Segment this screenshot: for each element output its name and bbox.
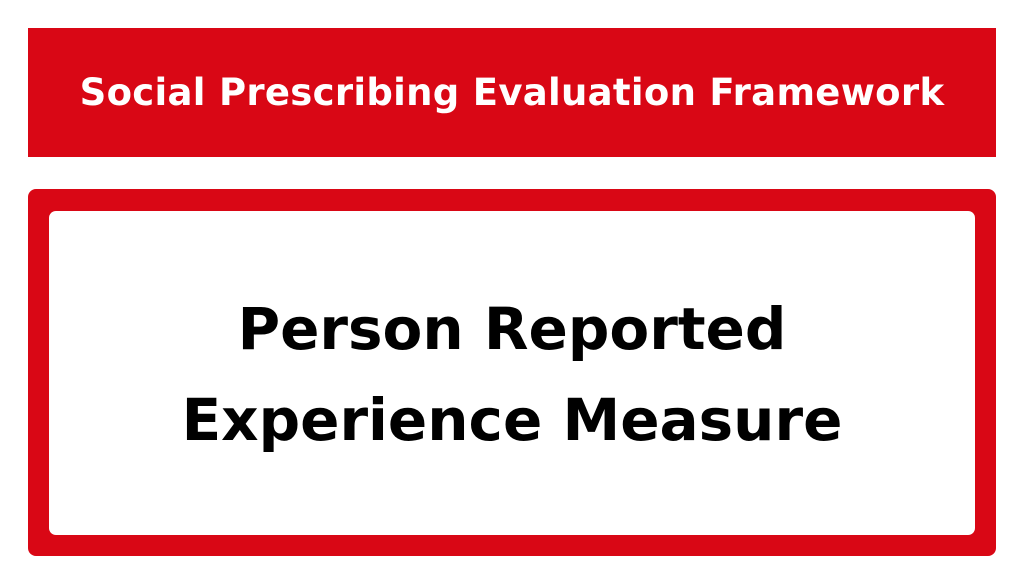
header-banner: Social Prescribing Evaluation Framework [28,28,996,157]
main-title-line-1: Person Reported [237,295,787,363]
title-frame: Person Reported Experience Measure [28,189,996,556]
header-title: Social Prescribing Evaluation Framework [79,71,945,114]
title-panel: Person Reported Experience Measure [49,211,975,535]
main-title-line-2: Experience Measure [181,386,843,454]
